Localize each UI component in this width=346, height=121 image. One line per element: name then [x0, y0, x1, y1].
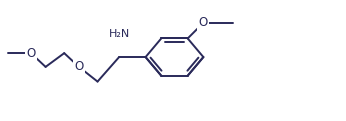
Text: O: O [199, 16, 208, 29]
Text: O: O [26, 47, 36, 60]
Text: O: O [74, 60, 83, 73]
Text: H₂N: H₂N [109, 29, 130, 39]
